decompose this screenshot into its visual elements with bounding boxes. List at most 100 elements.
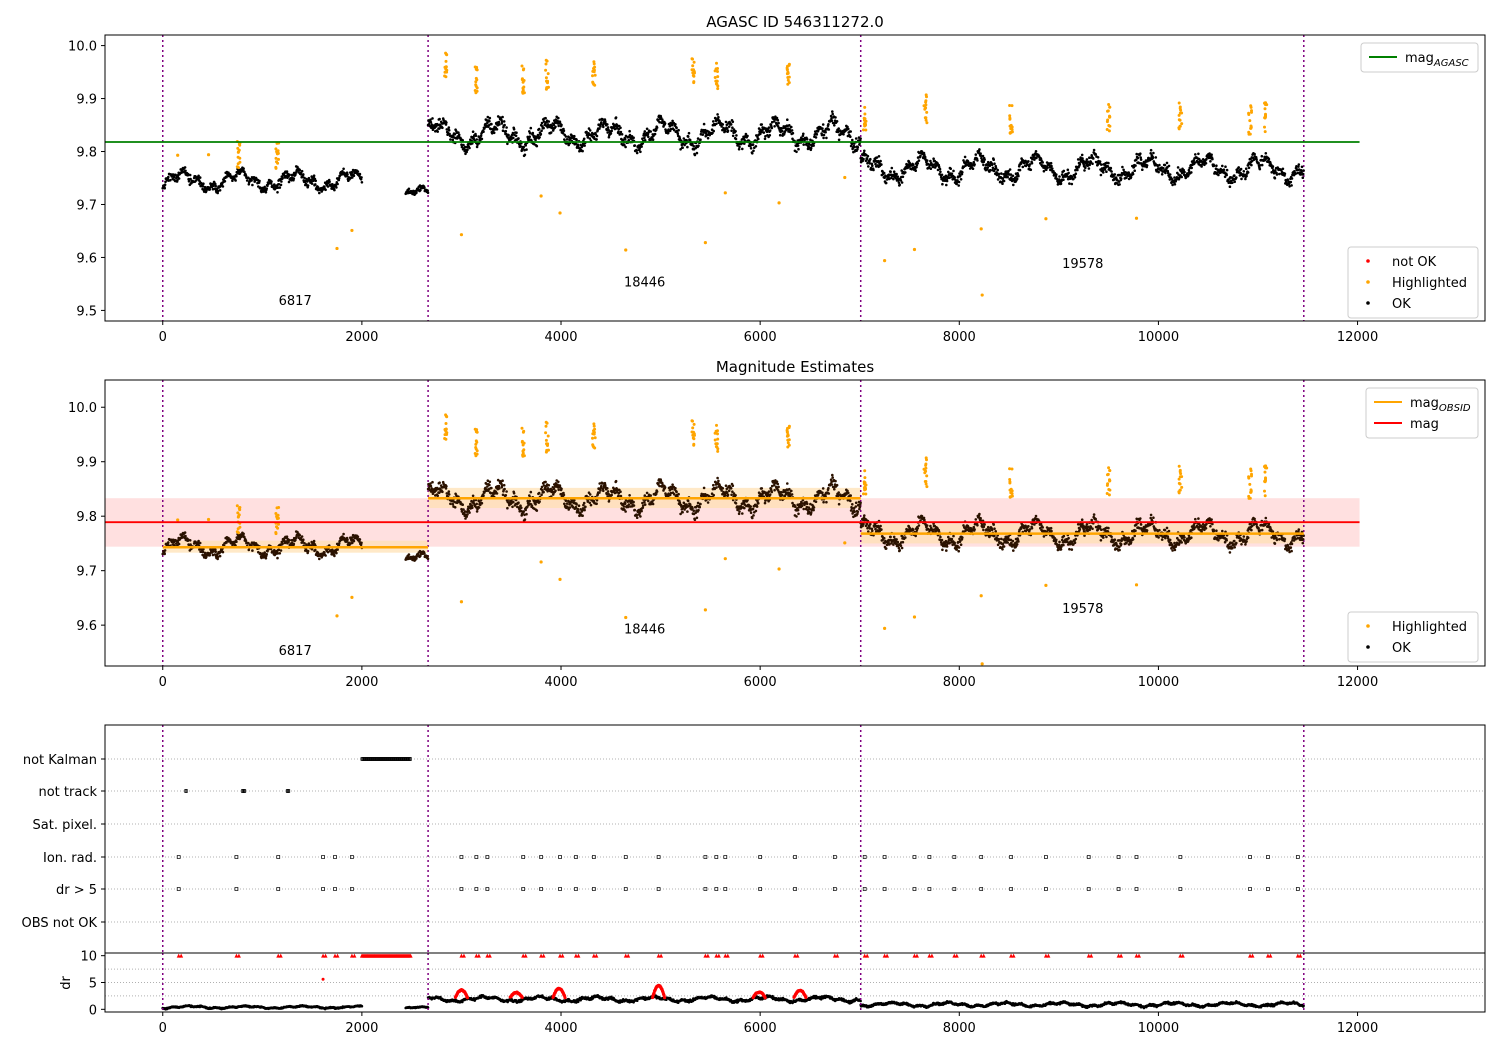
x-tick-label: 8000 [943,330,976,345]
data-point [431,480,434,484]
data-point [827,486,830,490]
data-point [686,510,689,513]
data-point [245,179,249,182]
data-point [523,518,527,521]
data-point [495,128,499,131]
data-point [1212,164,1216,168]
highlighted-point [545,79,548,83]
data-point [451,502,455,506]
data-point [188,539,192,542]
highlighted-point [863,124,867,128]
data-point [686,145,689,149]
data-point [802,507,805,511]
data-point [738,145,741,149]
data-point [871,164,874,167]
data-point [1190,171,1193,174]
data-point [583,144,586,147]
data-point [1257,161,1260,165]
data-point [498,123,501,126]
data-point [511,505,514,509]
data-point [480,137,484,141]
data-point [504,129,508,133]
highlighted-point [558,211,562,215]
highlighted-point [544,68,548,72]
data-point [514,134,518,138]
data-point [950,537,954,541]
highlighted-point [521,90,525,94]
data-point [939,170,942,174]
data-point [314,548,317,552]
data-point [1109,166,1113,170]
data-point [1171,183,1174,187]
highlighted-point [1107,124,1111,127]
data-point [741,147,744,151]
data-point [263,185,267,189]
highlighted-point [238,156,242,160]
data-point [695,151,699,155]
data-point [1029,168,1033,172]
highlighted-point [979,227,983,231]
data-point [460,143,463,146]
data-point [1289,180,1293,184]
data-point [790,129,794,132]
data-point [825,500,828,504]
data-point [957,549,960,553]
data-point [445,121,448,124]
data-point [323,185,326,189]
data-point [984,166,987,169]
data-point [912,528,915,531]
data-point [346,173,349,176]
data-point [1100,163,1103,166]
highlighted-point [1264,112,1267,116]
data-point [1149,148,1153,152]
highlighted-point [474,76,478,80]
data-point [582,501,586,505]
data-point [749,505,752,508]
data-point [462,143,465,147]
data-point [831,110,834,113]
data-point [671,483,674,487]
data-point [1210,153,1213,156]
data-point [167,541,170,544]
data-point [350,170,354,174]
data-point [475,138,479,141]
data-point [751,507,755,511]
data-point [497,484,501,488]
data-point [1215,164,1218,167]
data-point [768,134,772,137]
data-point [821,123,825,126]
highlighted-point [1180,122,1184,126]
data-point [1051,167,1054,170]
data-point [302,173,305,176]
data-point [632,500,635,504]
data-point [211,187,215,191]
data-point [853,145,856,149]
data-point [901,175,905,179]
data-point [201,185,205,188]
data-point [441,490,444,494]
data-point [1157,170,1160,174]
data-point [1260,154,1264,158]
data-point [643,136,646,140]
data-point [1290,177,1294,180]
data-point [562,129,566,133]
data-point [955,548,958,551]
data-point [961,536,964,539]
y-tick-label: 9.8 [76,146,97,161]
data-point [181,171,184,174]
data-point [1049,161,1053,165]
data-point [1096,156,1100,159]
data-point [1240,177,1243,181]
data-point [1237,166,1240,169]
data-point [1102,171,1105,174]
data-point [624,510,627,513]
data-point [1253,152,1256,156]
data-point [1273,176,1277,180]
data-point [223,180,227,183]
data-point [598,127,601,130]
data-point [567,143,570,147]
data-point [1139,158,1143,161]
data-point [721,123,725,126]
data-point [292,542,296,546]
data-point [466,148,469,152]
